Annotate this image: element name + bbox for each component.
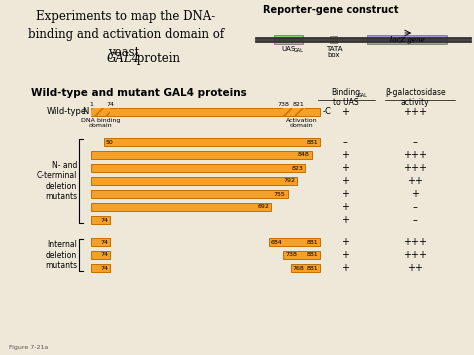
- Bar: [91, 216, 110, 224]
- Text: TATA
box: TATA box: [326, 46, 342, 58]
- Text: N: N: [82, 108, 89, 116]
- Text: +++: +++: [403, 237, 427, 247]
- Bar: [91, 251, 110, 259]
- Bar: [91, 108, 320, 116]
- Text: +: +: [341, 107, 349, 117]
- Text: 792: 792: [283, 179, 295, 184]
- Text: 881: 881: [307, 140, 319, 144]
- Text: GAL4: GAL4: [107, 52, 140, 65]
- Bar: [273, 35, 303, 44]
- Bar: [91, 190, 288, 198]
- Text: +++: +++: [403, 107, 427, 117]
- Text: GAL: GAL: [293, 48, 303, 53]
- Text: +++: +++: [403, 250, 427, 260]
- Text: –: –: [413, 137, 418, 147]
- Text: 881: 881: [307, 266, 319, 271]
- Bar: [91, 238, 110, 246]
- Text: 881: 881: [307, 240, 319, 245]
- Text: 74: 74: [100, 266, 108, 271]
- Bar: [330, 36, 337, 43]
- Text: Figure 7-21a: Figure 7-21a: [9, 345, 48, 350]
- Text: 74: 74: [100, 240, 108, 245]
- Text: –: –: [413, 215, 418, 225]
- Text: 1: 1: [89, 102, 93, 107]
- Text: 50: 50: [106, 140, 113, 144]
- Text: 755: 755: [274, 191, 285, 197]
- Bar: [269, 238, 320, 246]
- Text: 738: 738: [285, 252, 297, 257]
- Text: Activation
domain: Activation domain: [286, 118, 318, 129]
- Text: 823: 823: [292, 165, 303, 170]
- Text: +: +: [341, 237, 349, 247]
- Text: +: +: [341, 150, 349, 160]
- Text: 74: 74: [100, 218, 108, 223]
- Bar: [291, 264, 320, 272]
- Text: Wild-type: Wild-type: [47, 108, 87, 116]
- Bar: [91, 108, 110, 116]
- Text: Experiments to map the DNA-
binding and activation domain of
yeast: Experiments to map the DNA- binding and …: [28, 10, 224, 59]
- Text: protein: protein: [133, 52, 180, 65]
- Text: 684: 684: [271, 240, 283, 245]
- Text: +: +: [411, 189, 419, 199]
- Bar: [91, 151, 312, 159]
- Bar: [91, 203, 271, 211]
- Text: GAL: GAL: [357, 93, 367, 98]
- Text: +: +: [341, 215, 349, 225]
- Bar: [283, 108, 305, 116]
- Text: UAS: UAS: [282, 46, 296, 52]
- Text: +: +: [341, 176, 349, 186]
- Text: lacZ gene: lacZ gene: [390, 36, 425, 44]
- Text: β-galactosidase
activity: β-galactosidase activity: [385, 88, 446, 108]
- Text: ++: ++: [407, 176, 423, 186]
- Text: -C: -C: [322, 108, 331, 116]
- Text: –: –: [413, 202, 418, 212]
- Text: Binding
to UAS: Binding to UAS: [331, 88, 360, 108]
- Bar: [91, 164, 305, 172]
- Text: +++: +++: [403, 163, 427, 173]
- Bar: [283, 251, 320, 259]
- Text: 74: 74: [100, 252, 108, 257]
- Text: –: –: [343, 137, 348, 147]
- Bar: [104, 138, 320, 146]
- Text: 881: 881: [307, 252, 319, 257]
- Text: 692: 692: [257, 204, 269, 209]
- Text: 768: 768: [293, 266, 305, 271]
- Text: +: +: [341, 250, 349, 260]
- Bar: [91, 177, 297, 185]
- Bar: [91, 264, 110, 272]
- Text: Wild-type and mutant GAL4 proteins: Wild-type and mutant GAL4 proteins: [31, 88, 247, 98]
- Text: Internal
deletion
mutants: Internal deletion mutants: [45, 240, 77, 270]
- Text: +: +: [341, 263, 349, 273]
- Text: ++: ++: [407, 263, 423, 273]
- Text: Reporter-gene construct: Reporter-gene construct: [263, 5, 398, 15]
- Text: DNA binding
domain: DNA binding domain: [81, 118, 120, 129]
- Text: 848: 848: [298, 153, 310, 158]
- Text: 74: 74: [106, 102, 114, 107]
- Text: N- and
C-terminal
deletion
mutants: N- and C-terminal deletion mutants: [36, 161, 77, 201]
- Bar: [367, 35, 447, 44]
- Text: +: +: [341, 202, 349, 212]
- Text: 821: 821: [293, 102, 305, 107]
- Text: 738: 738: [277, 102, 289, 107]
- Text: +: +: [341, 163, 349, 173]
- Text: +: +: [341, 189, 349, 199]
- Text: +++: +++: [403, 150, 427, 160]
